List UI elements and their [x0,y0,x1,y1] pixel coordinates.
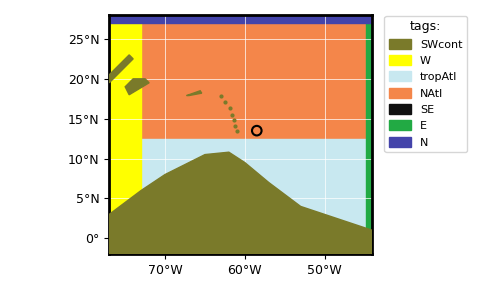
Bar [109,15,372,23]
Bar [366,15,372,254]
Bar [109,23,372,139]
Bar [109,15,141,254]
Bar [109,139,372,254]
Polygon shape [109,55,133,83]
Legend: SWcont, W, tropAtl, NAtl, SE, E, N: SWcont, W, tropAtl, NAtl, SE, E, N [384,16,467,152]
Bar [109,250,372,254]
Polygon shape [125,79,149,95]
Polygon shape [186,91,202,95]
Bar [109,15,372,23]
Polygon shape [109,152,372,254]
